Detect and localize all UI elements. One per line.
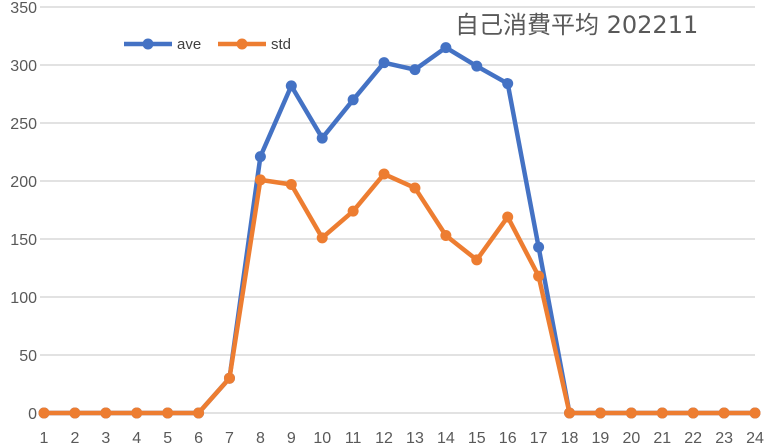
data-point — [533, 270, 545, 282]
x-tick-label: 2 — [70, 430, 79, 447]
data-point — [131, 407, 143, 419]
legend-label: ave — [177, 36, 201, 53]
data-point — [100, 407, 112, 419]
series-lines — [38, 42, 761, 419]
data-point — [625, 407, 637, 419]
y-tick-label: 350 — [10, 0, 37, 17]
series-line — [44, 45, 755, 416]
y-tick-label: 250 — [10, 116, 37, 133]
data-point — [687, 407, 699, 419]
data-point — [162, 407, 174, 419]
x-tick-label: 23 — [715, 430, 733, 447]
data-point — [69, 407, 81, 419]
x-tick-label: 4 — [132, 430, 141, 447]
x-tick-label: 1 — [40, 430, 49, 447]
series-ave — [38, 42, 761, 419]
x-tick-label: 11 — [345, 430, 362, 447]
data-point — [656, 407, 668, 419]
data-point — [718, 407, 730, 419]
data-point — [285, 80, 297, 92]
x-tick-label: 17 — [530, 430, 548, 447]
x-tick-label: 5 — [163, 430, 172, 447]
data-point — [193, 407, 205, 419]
data-point — [254, 174, 266, 186]
data-point — [378, 57, 390, 69]
legend: ave std — [124, 36, 291, 53]
x-tick-label: 18 — [561, 430, 579, 447]
data-point — [440, 42, 452, 54]
y-tick-label: 300 — [10, 58, 37, 75]
data-point — [285, 178, 297, 190]
series-line — [44, 171, 755, 416]
data-point — [316, 132, 328, 144]
data-point — [594, 407, 606, 419]
legend-item-std: std — [218, 36, 291, 53]
legend-marker-icon — [236, 38, 248, 50]
data-point — [378, 168, 390, 180]
x-axis-ticks: 1 2 3 4 5 6 7 8 9 10 11 12 13 14 15 16 17 18 19 20 21 22 23 24 — [40, 430, 764, 447]
data-point — [502, 211, 514, 223]
y-tick-label: 150 — [10, 232, 37, 249]
x-tick-label: 9 — [287, 430, 296, 447]
legend-marker-icon — [142, 38, 154, 50]
data-point — [440, 230, 452, 242]
x-tick-label: 14 — [437, 430, 455, 447]
x-tick-label: 24 — [746, 430, 764, 447]
data-point — [564, 407, 576, 419]
x-tick-label: 12 — [375, 430, 393, 447]
x-tick-label: 3 — [101, 430, 110, 447]
data-point — [38, 407, 50, 419]
data-point — [254, 151, 266, 163]
x-tick-label: 13 — [406, 430, 424, 447]
data-point — [749, 407, 761, 419]
data-point — [409, 64, 421, 76]
data-point — [533, 241, 545, 253]
legend-item-ave: ave — [124, 36, 201, 53]
legend-label: std — [271, 36, 291, 53]
x-tick-label: 20 — [622, 430, 640, 447]
x-tick-label: 15 — [468, 430, 486, 447]
chart-title: 自己消費平均 202211 — [455, 11, 698, 39]
data-point — [502, 78, 514, 90]
data-point — [409, 182, 421, 194]
data-point — [471, 60, 483, 72]
x-tick-label: 22 — [684, 430, 702, 447]
series-std — [38, 168, 761, 419]
x-tick-label: 10 — [313, 430, 331, 447]
x-tick-label: 21 — [653, 430, 671, 447]
y-tick-label: 50 — [19, 348, 37, 365]
data-point — [223, 372, 235, 384]
data-point — [347, 94, 359, 106]
x-tick-label: 8 — [256, 430, 265, 447]
data-point — [316, 232, 328, 244]
data-point — [347, 205, 359, 217]
y-tick-label: 200 — [10, 174, 37, 191]
x-tick-label: 7 — [225, 430, 234, 447]
x-tick-label: 19 — [592, 430, 610, 447]
y-axis-ticks: 0 50 100 150 200 250 300 350 — [10, 0, 37, 423]
y-tick-label: 0 — [28, 406, 37, 423]
y-tick-label: 100 — [10, 290, 37, 307]
x-tick-label: 16 — [499, 430, 517, 447]
data-point — [471, 254, 483, 266]
x-tick-label: 6 — [194, 430, 203, 447]
